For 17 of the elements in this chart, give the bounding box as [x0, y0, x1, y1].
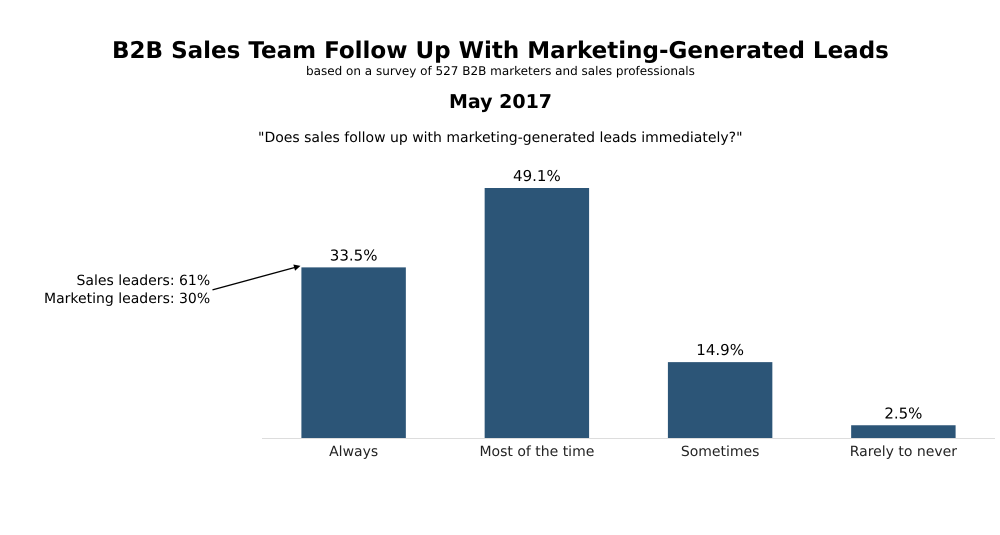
text: "Does sales follow up with marketing-generated leads immediately?" — [258, 130, 743, 146]
text: Sales leaders: 61% Marketing leaders: 30% — [44, 273, 210, 308]
data-label: 2.5% — [884, 404, 922, 422]
data-label: 33.5% — [330, 246, 378, 264]
x-tick-label: Always — [329, 444, 378, 460]
bar — [301, 267, 406, 438]
x-tick-label: Most of the time — [479, 444, 594, 460]
bar — [851, 425, 956, 438]
chart-title: B2B Sales Team Follow Up With Marketing-Generated Leads — [112, 38, 889, 64]
data-label: 14.9% — [696, 341, 744, 360]
x-tick-label: Rarely to never — [850, 444, 958, 460]
text: May 2017 — [449, 91, 552, 113]
x-tick-label: Sometimes — [680, 444, 760, 460]
bar — [484, 188, 590, 438]
data-label: 49.1% — [513, 167, 561, 185]
bar — [668, 362, 772, 438]
chart-subtitle: based on a survey of 527 B2B marketers and sales professionals — [306, 64, 695, 78]
